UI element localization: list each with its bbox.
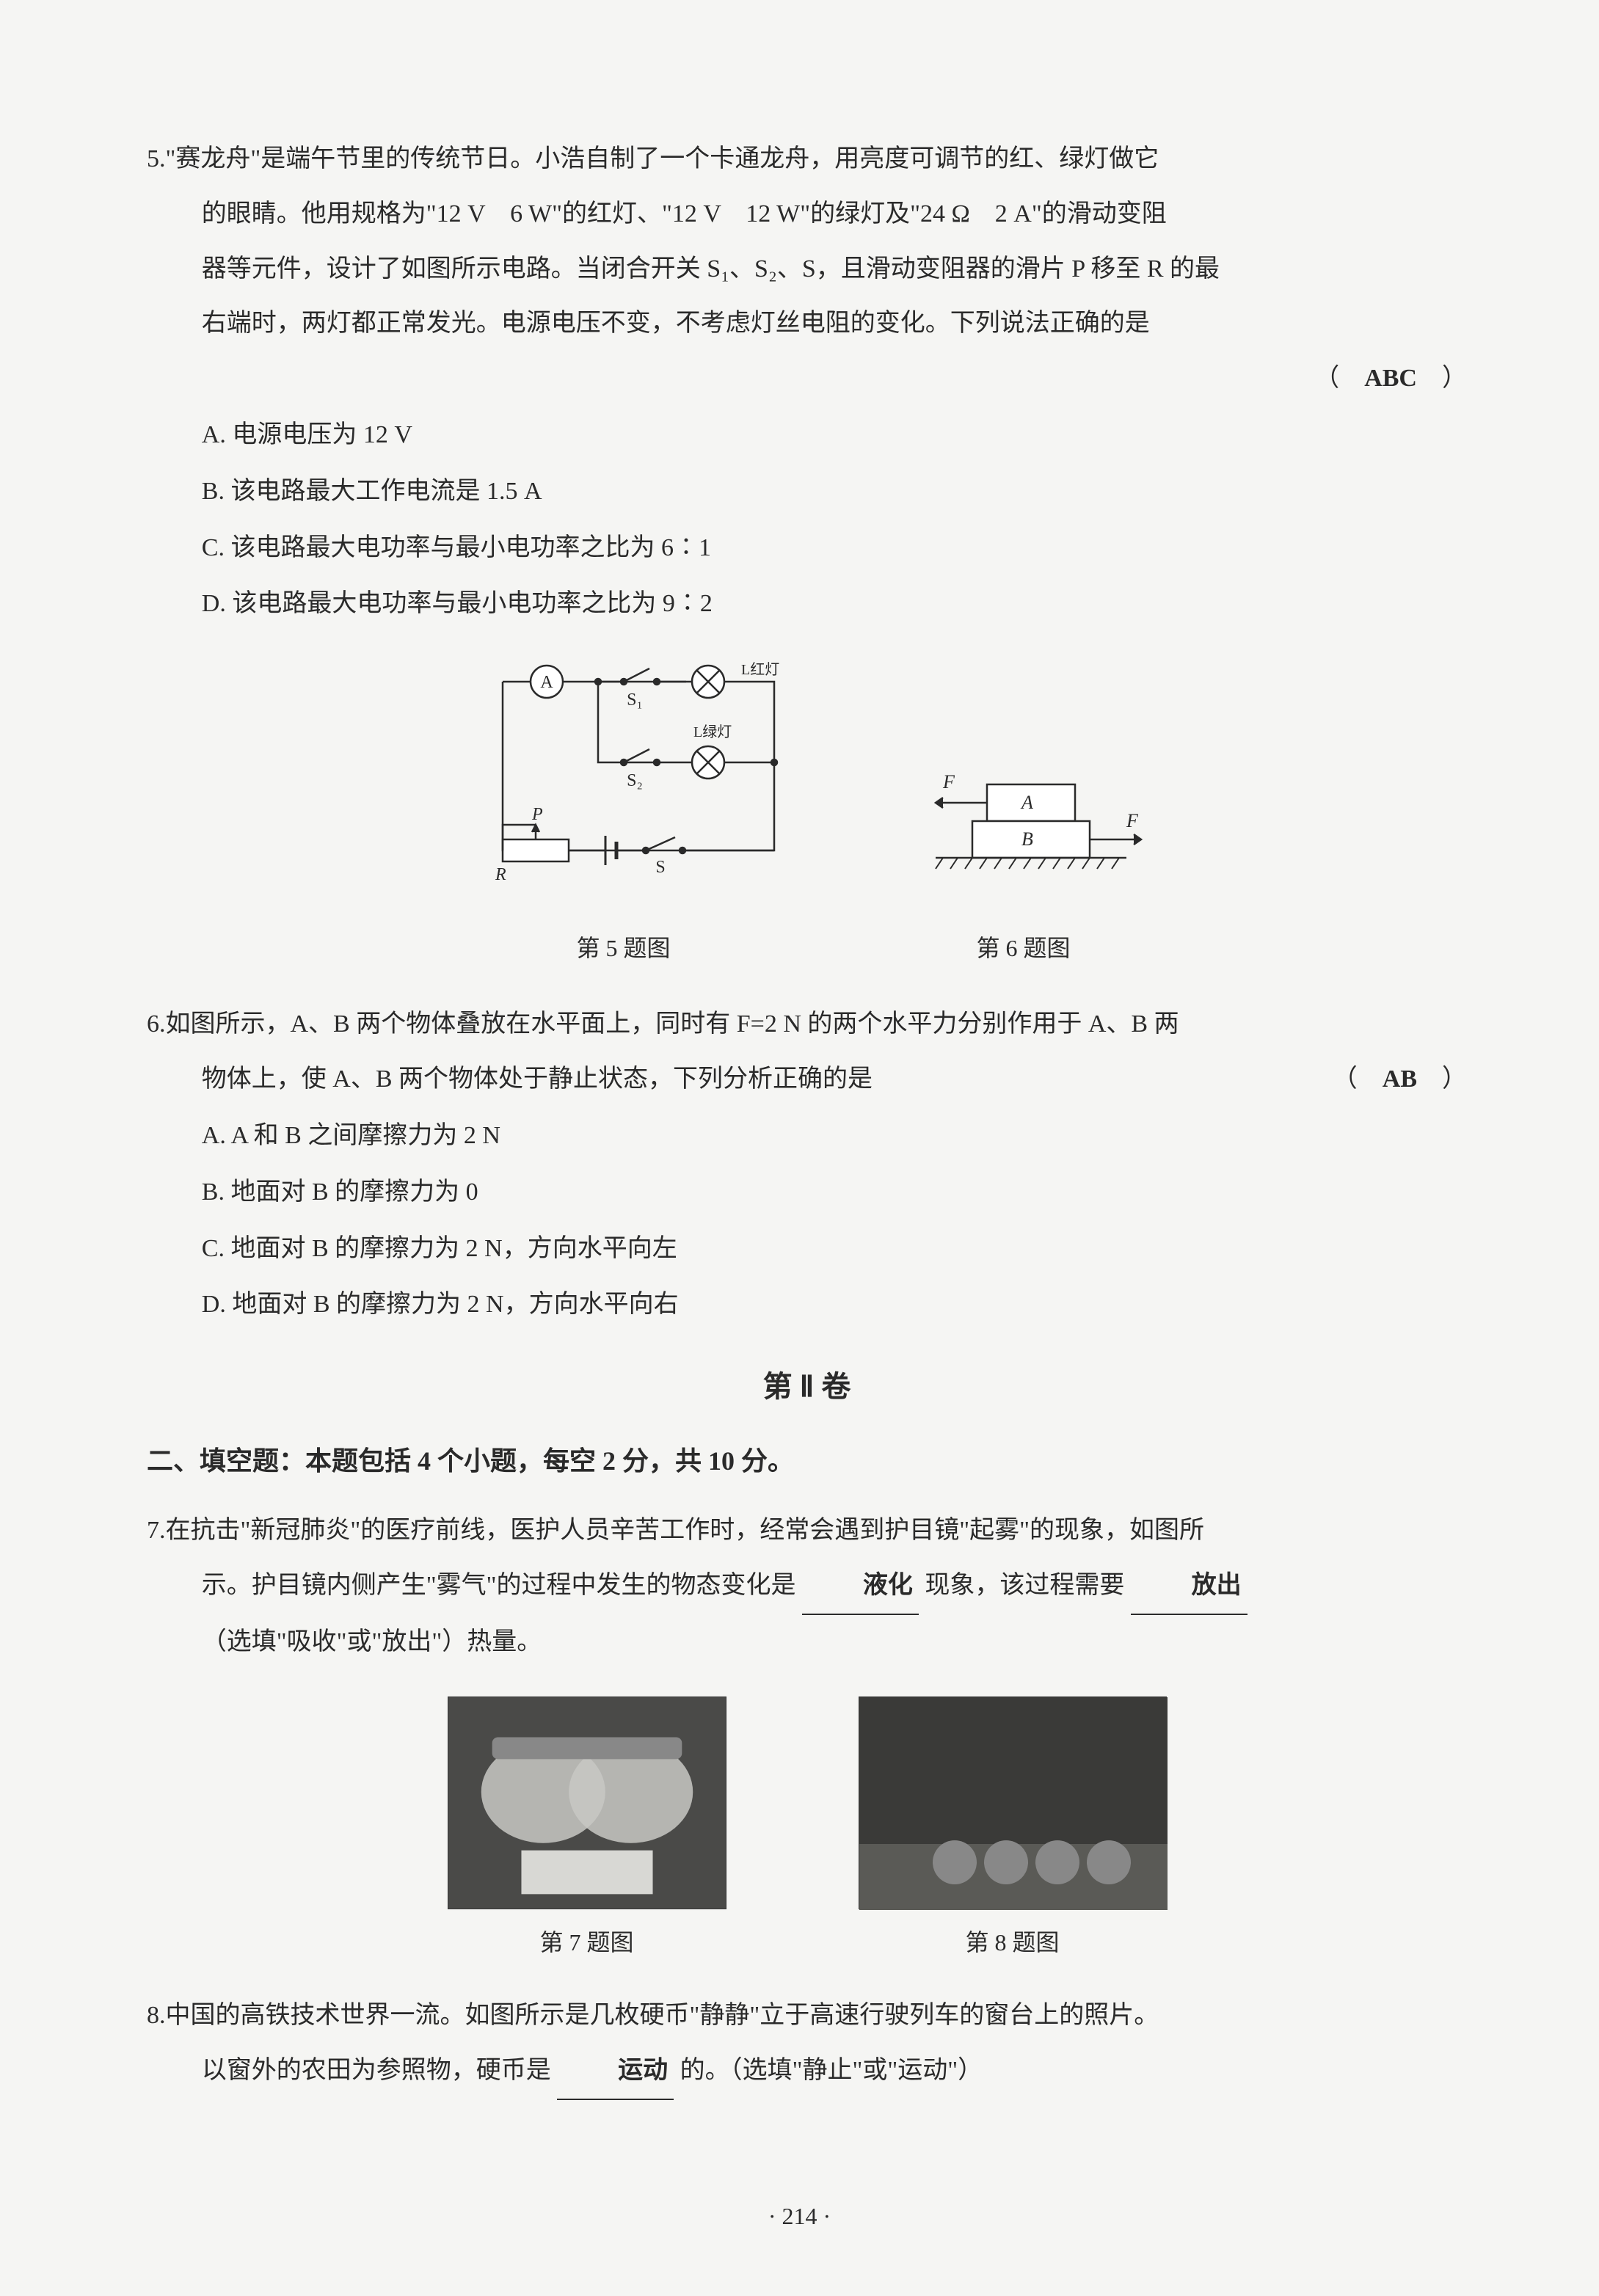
q7-number: 7.: [147, 1517, 166, 1544]
q5-answer-paren: （ ABC ）: [1314, 351, 1467, 407]
q6-stem: 6.如图所示，A、B 两个物体叠放在水平面上，同时有 F=2 N 的两个水平力分…: [147, 997, 1467, 1052]
q6-number: 6.: [147, 1010, 166, 1038]
q6-line2: 物体上，使 A、B 两个物体处于静止状态，下列分析正确的是: [202, 1065, 873, 1093]
figure-6: F A B F 第 6 题图: [892, 748, 1156, 974]
p-label: P: [531, 805, 543, 824]
photo-8-img: [859, 1697, 1167, 1909]
q7-line2-wrap: 示。护目镜内侧产生"雾气"的过程中发生的物态变化是 液化 现象，该过程需要 放出: [147, 1559, 1467, 1615]
force-right-label: F: [1126, 810, 1139, 831]
q5-options: A. 电源电压为 12 V B. 该电路最大工作电流是 1.5 A C. 该电路…: [147, 408, 1467, 632]
figure-5-caption: 第 5 题图: [459, 922, 789, 974]
q5-line1: "赛龙舟"是端午节里的传统节日。小浩自制了一个卡通龙舟，用亮度可调节的红、绿灯做…: [166, 145, 1159, 172]
question-7: 7.在抗击"新冠肺炎"的医疗前线，医护人员辛苦工作时，经常会遇到护目镜"起雾"的…: [147, 1504, 1467, 1968]
s1-label: S₁: [627, 690, 643, 710]
question-8: 8.中国的高铁技术世界一流。如图所示是几枚硬币"静静"立于高速行驶列车的窗台上的…: [147, 1989, 1467, 2100]
question-5: 5."赛龙舟"是端午节里的传统节日。小浩自制了一个卡通龙舟，用亮度可调节的红、绿…: [147, 132, 1467, 974]
q6-option-b: B. 地面对 B 的摩擦力为 0: [202, 1165, 1467, 1220]
figure-7-caption: 第 7 题图: [448, 1917, 726, 1968]
s2-label: S₂: [627, 771, 643, 790]
q7-line1-wrap: 7.在抗击"新冠肺炎"的医疗前线，医护人员辛苦工作时，经常会遇到护目镜"起雾"的…: [147, 1504, 1467, 1559]
q6-options: A. A 和 B 之间摩擦力为 2 N B. 地面对 B 的摩擦力为 0 C. …: [147, 1109, 1467, 1333]
block-b-label: B: [1021, 828, 1033, 850]
green-lamp-label: L绿灯: [693, 724, 732, 740]
q7-blank1: 液化: [802, 1559, 919, 1615]
q8-line1-wrap: 8.中国的高铁技术世界一流。如图所示是几枚硬币"静静"立于高速行驶列车的窗台上的…: [147, 1989, 1467, 2044]
q6-option-c: C. 地面对 B 的摩擦力为 2 N，方向水平向左: [202, 1222, 1467, 1277]
q5-q6-figures: A S₁ L红灯 S₂ L绿灯 P R S 第 5 题图: [147, 652, 1467, 974]
q5-option-a: A. 电源电压为 12 V: [202, 408, 1467, 463]
coins-photo-icon: [859, 1697, 1168, 1910]
q5-option-c: C. 该电路最大电功率与最小电功率之比为 6∶1: [202, 521, 1467, 576]
q8-line1: 中国的高铁技术世界一流。如图所示是几枚硬币"静静"立于高速行驶列车的窗台上的照片…: [166, 2002, 1159, 2029]
photo-8: 第 8 题图: [859, 1697, 1167, 1968]
r-label: R: [495, 865, 506, 884]
q7-blank2: 放出: [1131, 1559, 1247, 1615]
q5-option-d: D. 该电路最大电功率与最小电功率之比为 9∶2: [202, 577, 1467, 632]
figure-6-caption: 第 6 题图: [892, 922, 1156, 974]
section-2-title: 第 Ⅱ 卷: [147, 1355, 1467, 1419]
force-left-label: F: [942, 771, 955, 792]
q6-option-d: D. 地面对 B 的摩擦力为 2 N，方向水平向右: [202, 1278, 1467, 1333]
q7-line3: （选填"吸收"或"放出"）热量。: [147, 1615, 1467, 1670]
ammeter-label: A: [540, 673, 553, 692]
q8-part2b: 的。（选填"静止"或"运动"）: [680, 2057, 983, 2084]
question-6: 6.如图所示，A、B 两个物体叠放在水平面上，同时有 F=2 N 的两个水平力分…: [147, 997, 1467, 1333]
red-lamp-label: L红灯: [741, 661, 779, 678]
q7-part2a: 示。护目镜内侧产生"雾气"的过程中发生的物态变化是: [202, 1572, 796, 1599]
subsection-2-title: 二、填空题：本题包括 4 个小题，每空 2 分，共 10 分。: [147, 1432, 1467, 1490]
q8-number: 8.: [147, 2002, 166, 2029]
q8-blank1: 运动: [557, 2044, 674, 2100]
photo-7: 第 7 题图: [448, 1697, 726, 1968]
q6-answer-paren: （ AB ）: [1278, 1052, 1467, 1107]
q6-option-a: A. A 和 B 之间摩擦力为 2 N: [202, 1109, 1467, 1164]
goggles-photo-icon: [448, 1697, 726, 1909]
q7-line1: 在抗击"新冠肺炎"的医疗前线，医护人员辛苦工作时，经常会遇到护目镜"起雾"的现象…: [166, 1517, 1205, 1544]
q6-answer: AB: [1383, 1065, 1417, 1093]
q7-part2b: 现象，该过程需要: [925, 1572, 1124, 1599]
q5-option-b: B. 该电路最大工作电流是 1.5 A: [202, 464, 1467, 520]
q5-stem: 5."赛龙舟"是端午节里的传统节日。小浩自制了一个卡通龙舟，用亮度可调节的红、绿…: [147, 132, 1467, 187]
exam-page: 5."赛龙舟"是端午节里的传统节日。小浩自制了一个卡通龙舟，用亮度可调节的红、绿…: [147, 132, 1467, 2100]
q5-line4: 右端时，两灯都正常发光。电源电压不变，不考虑灯丝电阻的变化。下列说法正确的是: [147, 296, 1467, 351]
s-label: S: [655, 858, 665, 877]
q8-part2a: 以窗外的农田为参照物，硬币是: [202, 2057, 551, 2084]
q5-line2: 的眼睛。他用规格为"12 V 6 W"的红灯、"12 V 12 W"的绿灯及"2…: [147, 187, 1467, 242]
q7-q8-photos: 第 7 题图 第 8 题图: [147, 1697, 1467, 1968]
q6-line2-wrap: 物体上，使 A、B 两个物体处于静止状态，下列分析正确的是 （ AB ）: [147, 1052, 1467, 1107]
circuit-diagram: A S₁ L红灯 S₂ L绿灯 P R S: [459, 652, 789, 894]
figure-5: A S₁ L红灯 S₂ L绿灯 P R S 第 5 题图: [459, 652, 789, 974]
figure-8-caption: 第 8 题图: [859, 1917, 1167, 1968]
q6-line1: 如图所示，A、B 两个物体叠放在水平面上，同时有 F=2 N 的两个水平力分别作…: [166, 1010, 1179, 1038]
force-diagram: F A B F: [892, 748, 1156, 894]
photo-7-img: [448, 1697, 726, 1909]
block-a-label: A: [1020, 792, 1033, 813]
q5-answer: ABC: [1364, 365, 1417, 392]
q8-line2-wrap: 以窗外的农田为参照物，硬币是 运动 的。（选填"静止"或"运动"）: [147, 2044, 1467, 2100]
q5-number: 5.: [147, 145, 166, 172]
q5-line3: 器等元件，设计了如图所示电路。当闭合开关 S₁、S₂、S，且滑动变阻器的滑片 P…: [147, 242, 1467, 297]
page-number: · 214 ·: [768, 2203, 831, 2230]
